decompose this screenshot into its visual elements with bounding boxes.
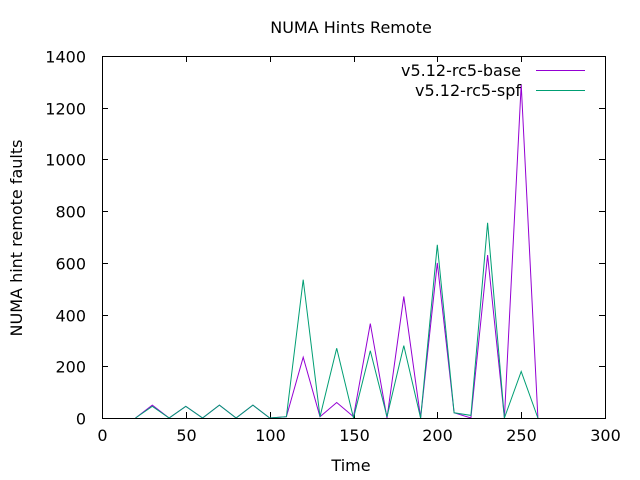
x-tick-label: 300: [590, 426, 621, 445]
y-tick-label: 1200: [45, 100, 86, 119]
chart-title: NUMA Hints Remote: [270, 18, 432, 37]
axis-ticks: 0 50 100 150 200 250 300 0 200 400 600 800 1000 1200 1…: [45, 48, 620, 446]
y-tick-label: 0: [76, 410, 86, 429]
legend-label: v5.12-rc5-base: [401, 61, 521, 80]
series-line-v5.12-rc5-base: [135, 84, 539, 419]
y-tick-label: 600: [55, 255, 86, 274]
y-tick-label: 400: [55, 307, 86, 326]
y-tick-label: 1400: [45, 48, 86, 67]
y-tick-label: 200: [55, 358, 86, 377]
y-axis-label: NUMA hint remote faults: [7, 140, 26, 337]
x-tick-label: 100: [255, 426, 286, 445]
series-line-v5.12-rc5-spf: [135, 222, 539, 419]
y-tick-label: 1000: [45, 151, 86, 170]
series-group: [135, 84, 539, 419]
x-tick-label: 200: [422, 426, 453, 445]
legend-label: v5.12-rc5-spf: [415, 81, 521, 100]
y-tick-label: 800: [55, 203, 86, 222]
x-tick-label: 50: [176, 426, 196, 445]
x-tick-label: 0: [97, 426, 107, 445]
x-axis-label: Time: [330, 456, 370, 475]
x-tick-label: 150: [339, 426, 370, 445]
x-tick-label: 250: [506, 426, 537, 445]
plot-frame: [102, 56, 606, 419]
